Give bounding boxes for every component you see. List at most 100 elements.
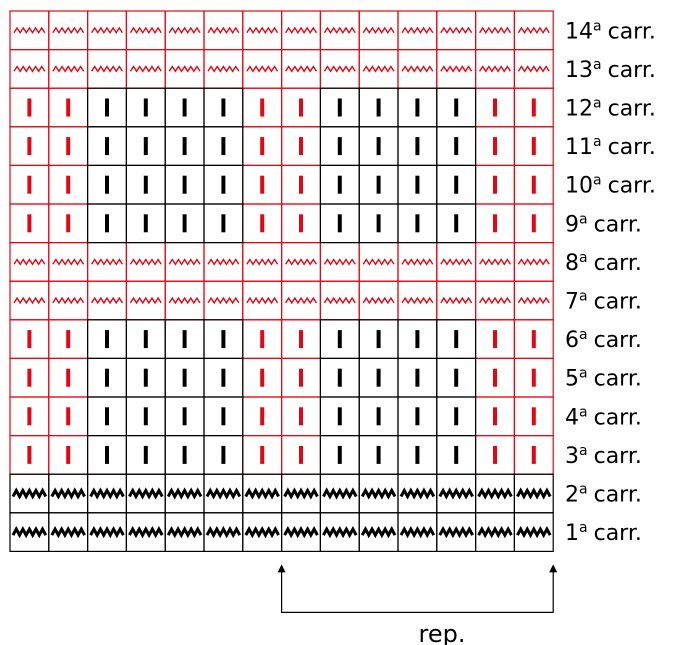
chart-cell <box>87 397 127 436</box>
chart-cell <box>514 435 554 475</box>
chart-cell <box>514 126 554 166</box>
zigzag-stitch-symbol <box>477 487 513 500</box>
wave-stitch-symbol <box>479 65 511 73</box>
chart-cell <box>514 11 554 50</box>
chart-cell <box>398 165 437 204</box>
chart-cell <box>204 204 243 243</box>
chart-cell <box>126 474 166 513</box>
arrowhead-left <box>277 564 286 573</box>
chart-cell <box>10 512 49 552</box>
wave-stitch-symbol <box>129 26 162 34</box>
row-suffix: a <box>579 482 588 498</box>
row-number: 13 <box>565 58 593 83</box>
chart-cell <box>48 281 88 320</box>
arrowhead-right <box>549 564 558 573</box>
row-label: 11a carr. <box>565 134 656 160</box>
row-word: carr. <box>594 328 642 353</box>
chart-cell <box>204 435 243 475</box>
chart-cell <box>48 165 88 204</box>
wave-stitch-symbol <box>246 296 279 305</box>
chart-cell <box>204 319 243 359</box>
chart-cell <box>126 281 166 320</box>
wave-stitch-symbol <box>52 65 85 73</box>
chart-cell <box>165 88 204 127</box>
wave-stitch-symbol <box>401 65 434 73</box>
row-label: 3a carr. <box>565 443 642 469</box>
zigzag-stitch-symbol <box>244 525 280 539</box>
wave-stitch-symbol <box>401 26 434 34</box>
chart-cell <box>10 88 49 127</box>
chart-cell <box>398 126 437 166</box>
row-suffix: a <box>579 327 588 343</box>
wave-stitch-symbol <box>246 258 279 266</box>
chart-cell <box>242 397 282 436</box>
chart-cell <box>398 319 437 359</box>
row-suffix: a <box>579 443 588 459</box>
chart-cell <box>359 88 398 127</box>
wave-stitch-symbol <box>13 296 46 305</box>
wave-stitch-symbol <box>129 65 162 73</box>
chart-cell <box>242 281 282 320</box>
chart-cell <box>359 397 398 436</box>
chart-cell <box>126 126 166 166</box>
row-number: 5 <box>565 367 579 392</box>
chart-cell <box>436 11 476 50</box>
chart-cell <box>87 165 127 204</box>
chart-cell <box>320 126 360 166</box>
row-suffix: a <box>579 211 588 227</box>
chart-cell <box>165 512 204 552</box>
row-label: 5a carr. <box>565 366 642 392</box>
chart-cell <box>242 88 282 127</box>
chart-cell <box>398 397 437 436</box>
cell-border <box>203 203 244 244</box>
row-label: 6a carr. <box>565 327 642 353</box>
wave-stitch-symbol <box>52 258 85 266</box>
repeat-label: rep. <box>419 620 466 645</box>
wave-stitch-symbol <box>323 65 356 73</box>
chart-cell <box>281 358 321 397</box>
chart-cell <box>126 435 166 475</box>
chart-cell <box>48 204 88 243</box>
zigzag-stitch-symbol <box>89 487 125 500</box>
chart-cell <box>204 88 243 127</box>
wave-stitch-symbol <box>479 296 511 305</box>
wave-stitch-symbol <box>207 26 240 34</box>
cell-border <box>513 512 554 552</box>
zigzag-stitch-symbol <box>322 525 358 539</box>
row-label: 4a carr. <box>565 404 642 430</box>
chart-cell <box>165 49 204 89</box>
chart-cell <box>10 242 49 282</box>
chart-cell <box>204 358 243 397</box>
chart-cell <box>320 474 360 513</box>
chart-cell <box>87 88 127 127</box>
row-number: 11 <box>565 135 593 160</box>
wave-stitch-symbol <box>52 26 85 34</box>
zigzag-stitch-symbol <box>438 487 474 500</box>
zigzag-stitch-symbol <box>166 487 203 500</box>
wave-stitch-symbol <box>517 258 550 266</box>
chart-cell <box>242 242 282 282</box>
row-suffix: a <box>593 173 602 189</box>
chart-cell <box>281 88 321 127</box>
chart-cell <box>398 512 437 552</box>
chart-cell <box>359 512 398 552</box>
chart-cell <box>436 49 476 89</box>
wave-stitch-symbol <box>362 296 395 305</box>
chart-cell <box>320 165 360 204</box>
chart-cell <box>398 435 437 475</box>
chart-cell <box>281 11 321 50</box>
wave-stitch-symbol <box>285 65 317 73</box>
chart-cell <box>10 281 49 320</box>
row-label: 7a carr. <box>565 289 642 315</box>
chart-cell <box>398 11 437 50</box>
zigzag-stitch-symbol <box>89 525 125 539</box>
row-number: 1 <box>565 521 579 546</box>
row-label: 12a carr. <box>565 96 656 122</box>
zigzag-stitch-symbol <box>399 487 436 500</box>
row-label: 13a carr. <box>565 57 656 83</box>
chart-cell <box>398 281 437 320</box>
chart-cell <box>514 397 554 436</box>
row-number: 10 <box>565 174 593 199</box>
wave-stitch-symbol <box>479 258 511 266</box>
row-number: 4 <box>565 405 579 430</box>
